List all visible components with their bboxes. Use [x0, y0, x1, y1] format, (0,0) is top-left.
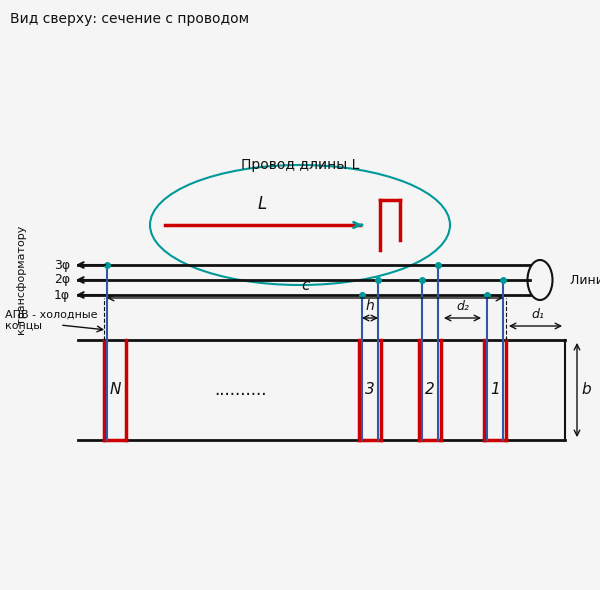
Text: Провод длины L: Провод длины L	[241, 158, 359, 172]
Text: L: L	[258, 195, 267, 213]
Text: Линия АПВх3: Линия АПВх3	[570, 274, 600, 287]
Text: Вид сверху: сечение с проводом: Вид сверху: сечение с проводом	[10, 12, 249, 26]
Text: к трансформатору: к трансформатору	[17, 225, 27, 335]
Text: c: c	[301, 278, 309, 293]
Text: АПВ - холодные
концы: АПВ - холодные концы	[5, 309, 97, 331]
Text: 1φ: 1φ	[54, 289, 70, 301]
Text: h: h	[365, 299, 374, 313]
Text: N: N	[109, 382, 121, 398]
Text: d₁: d₁	[531, 308, 544, 321]
Text: 3: 3	[365, 382, 375, 398]
Text: ..........: ..........	[214, 381, 266, 399]
Text: 1: 1	[490, 382, 500, 398]
Text: b: b	[581, 382, 590, 398]
Text: d₂: d₂	[456, 300, 469, 313]
Text: 3φ: 3φ	[54, 258, 70, 271]
Text: 2: 2	[425, 382, 435, 398]
Text: 2φ: 2φ	[54, 274, 70, 287]
